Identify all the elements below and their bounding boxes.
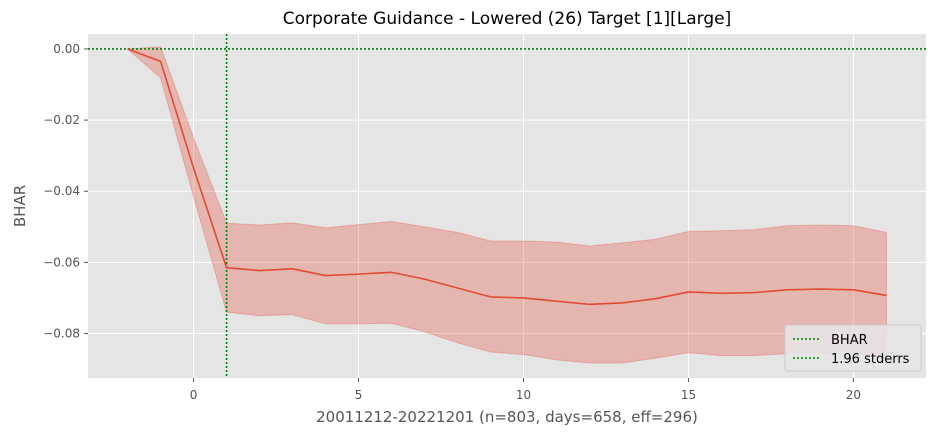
- legend: BHAR 1.96 stderrs: [784, 324, 922, 372]
- y-tick-label: −0.08: [43, 327, 80, 341]
- y-tick-label: −0.06: [43, 255, 80, 269]
- y-tick-label: −0.02: [43, 113, 80, 127]
- legend-bhar-label: BHAR: [831, 333, 868, 348]
- x-tick-label: 15: [681, 388, 696, 402]
- y-axis-ticks: 0.00 −0.02 −0.04 −0.06 −0.08: [43, 42, 88, 341]
- plot-background: [88, 34, 926, 378]
- x-tick-label: 0: [190, 388, 198, 402]
- y-axis-label: BHAR: [11, 185, 29, 227]
- bhar-line-layer: [127, 48, 887, 306]
- x-axis-label: 20011212-20221201 (n=803, days=658, eff=…: [316, 408, 698, 426]
- legend-stderr-label: 1.96 stderrs: [831, 352, 910, 367]
- bhar-line: [127, 48, 887, 306]
- y-tick-label: −0.04: [43, 184, 80, 198]
- y-tick-label: 0.00: [53, 42, 80, 56]
- legend-box: [784, 324, 922, 372]
- chart-title: Corporate Guidance - Lowered (26) Target…: [283, 9, 731, 29]
- x-tick-label: 10: [516, 388, 531, 402]
- x-tick-label: 5: [355, 388, 363, 402]
- x-tick-label: 20: [846, 388, 861, 402]
- reference-lines-layer: [88, 34, 926, 378]
- x-axis-ticks: 0 5 10 15 20: [190, 378, 861, 402]
